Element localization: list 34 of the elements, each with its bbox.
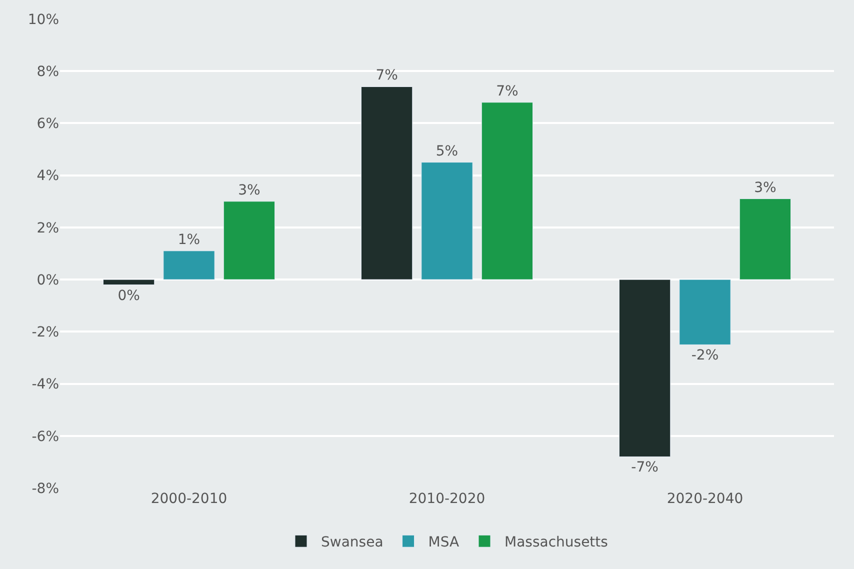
bar (739, 198, 792, 280)
data-label: 7% (496, 83, 518, 100)
bar (618, 279, 671, 457)
legend-label: Swansea (321, 534, 384, 551)
bar (102, 279, 155, 286)
y-tick-label: 2% (36, 220, 59, 236)
y-tick-label: 10% (28, 12, 59, 28)
bar (360, 86, 413, 280)
y-tick-label: 6% (36, 116, 59, 132)
legend-label: MSA (428, 534, 460, 551)
y-tick-label: -2% (32, 324, 59, 341)
bar (481, 102, 534, 280)
data-label: 1% (178, 232, 200, 248)
data-label: 7% (376, 68, 398, 84)
y-tick-label: 4% (36, 168, 59, 184)
legend-label: Massachusetts (504, 534, 608, 551)
x-tick-label: 2020-2040 (666, 491, 744, 507)
data-label: 5% (436, 143, 458, 160)
data-label: -2% (691, 348, 719, 364)
y-tick-label: -4% (32, 376, 59, 393)
data-label: 0% (118, 288, 140, 304)
x-tick-label: 2000-2010 (150, 491, 228, 507)
bar (421, 162, 473, 280)
data-label: -7% (631, 460, 658, 476)
y-tick-label: -8% (32, 480, 59, 497)
data-label: 3% (238, 182, 260, 198)
y-tick-label: 8% (36, 64, 59, 80)
bar (679, 279, 731, 345)
y-tick-label: -6% (32, 428, 59, 445)
data-label: 3% (754, 180, 776, 196)
y-tick-label: 0% (36, 272, 59, 288)
bar (223, 201, 276, 280)
bar (163, 250, 215, 280)
x-tick-label: 2010-2020 (408, 491, 486, 507)
